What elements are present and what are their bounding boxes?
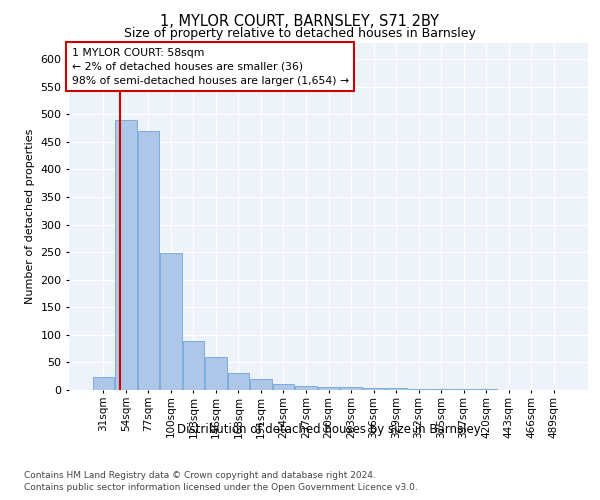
Text: Size of property relative to detached houses in Barnsley: Size of property relative to detached ho… (124, 28, 476, 40)
Bar (228, 374, 249, 390)
Bar (115, 120, 137, 390)
Text: 1 MYLOR COURT: 58sqm
← 2% of detached houses are smaller (36)
98% of semi-detach: 1 MYLOR COURT: 58sqm ← 2% of detached ho… (71, 48, 349, 86)
Text: 1, MYLOR COURT, BARNSLEY, S71 2BY: 1, MYLOR COURT, BARNSLEY, S71 2BY (161, 14, 439, 29)
Bar (430, 389, 452, 390)
Bar (182, 342, 204, 390)
Bar (273, 384, 294, 390)
Bar (318, 387, 339, 390)
Text: Distribution of detached houses by size in Barnsley: Distribution of detached houses by size … (177, 422, 481, 436)
Bar (385, 388, 407, 390)
Bar (408, 389, 429, 390)
Bar (160, 253, 182, 390)
Bar (92, 378, 114, 390)
Y-axis label: Number of detached properties: Number of detached properties (25, 128, 35, 304)
Bar (137, 131, 159, 390)
Bar (340, 387, 362, 390)
Text: Contains public sector information licensed under the Open Government Licence v3: Contains public sector information licen… (24, 483, 418, 492)
Bar (250, 379, 272, 390)
Text: Contains HM Land Registry data © Crown copyright and database right 2024.: Contains HM Land Registry data © Crown c… (24, 471, 376, 480)
Bar (363, 388, 384, 390)
Bar (205, 357, 227, 390)
Bar (295, 386, 317, 390)
